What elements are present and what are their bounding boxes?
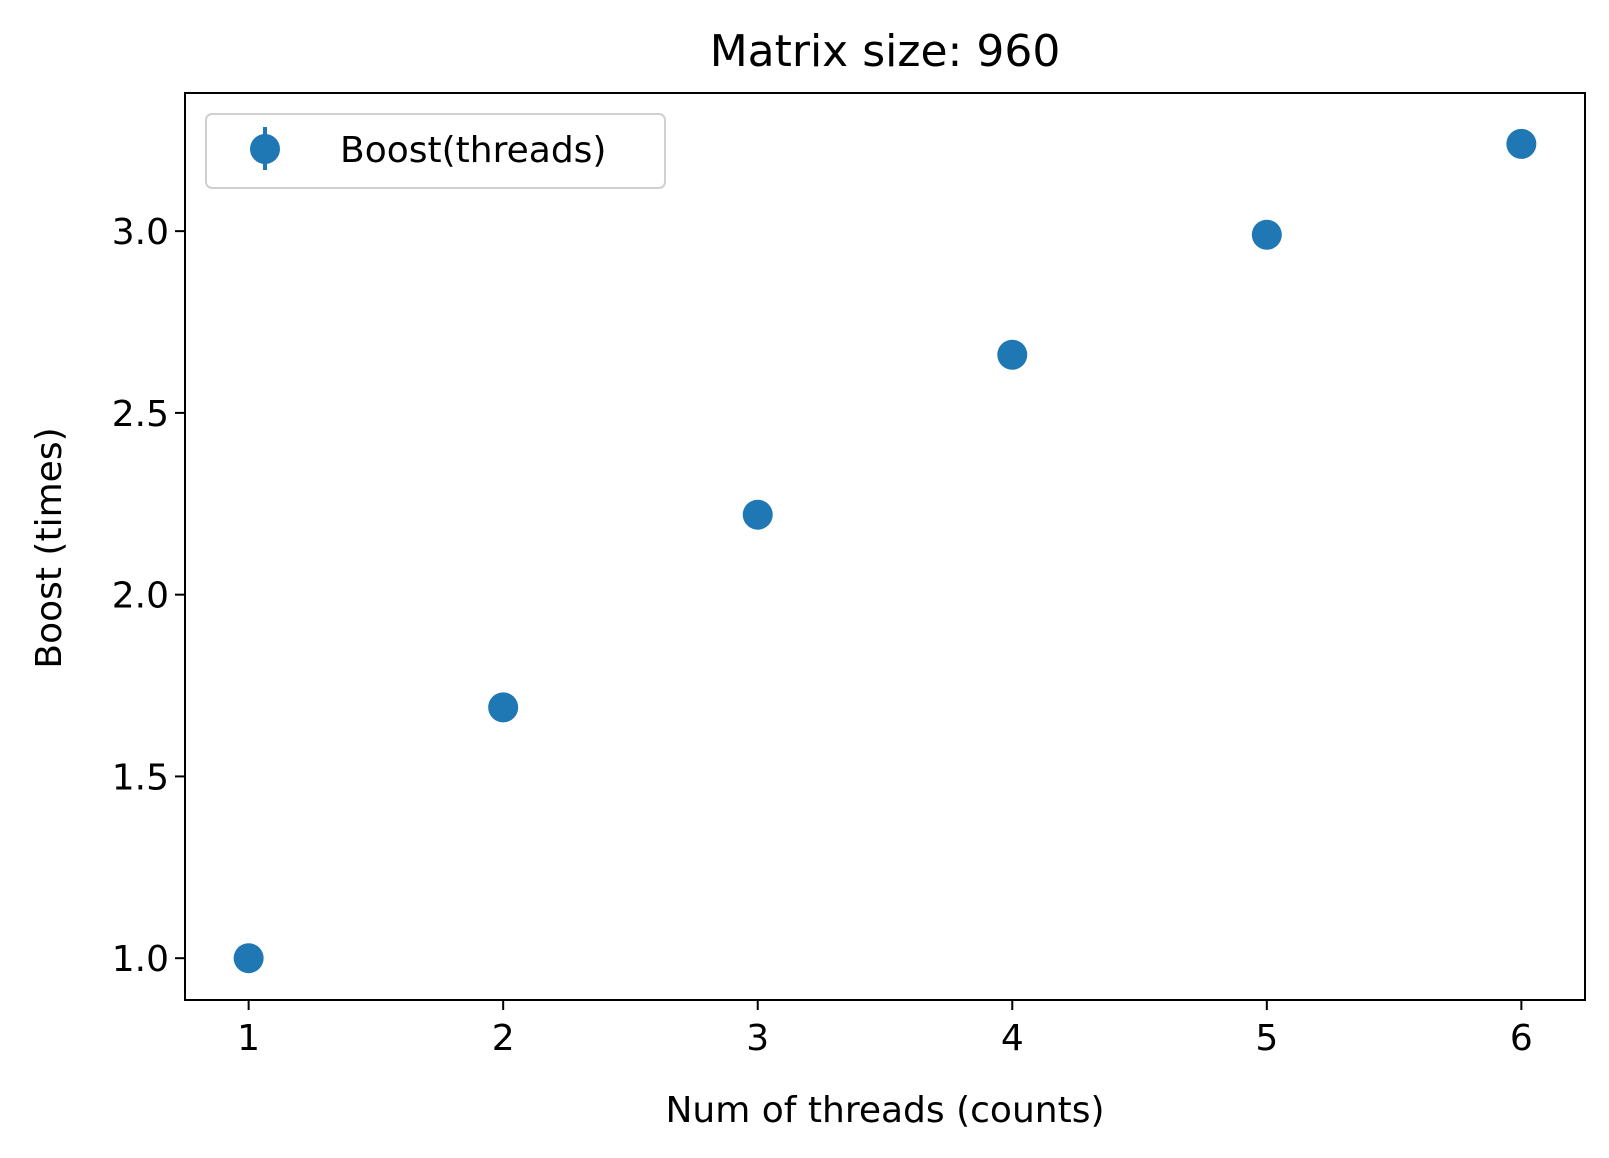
y-tick-label: 1.0 [112,939,169,980]
x-tick-label: 6 [1510,1018,1533,1059]
y-tick-label: 2.5 [112,394,169,435]
data-points [233,128,1537,974]
legend-label: Boost(threads) [340,130,606,171]
x-tick-label: 3 [746,1018,769,1059]
y-ticks: 1.0 1.5 2.0 2.5 3.0 [112,212,185,980]
data-point [233,943,264,974]
data-point [1506,128,1537,159]
x-tick-label: 4 [1001,1018,1024,1059]
data-point [488,692,519,723]
x-axis-label: Num of threads (counts) [665,1090,1104,1131]
plot-frame [184,92,1586,1001]
data-point [997,339,1028,370]
y-axis-label: Boost (times) [29,427,70,668]
legend: Boost(threads) [205,113,666,189]
y-tick-label: 1.5 [112,757,169,798]
x-tick-label: 1 [237,1018,260,1059]
data-point [742,499,773,530]
legend-point-marker [250,134,280,164]
x-tick-label: 5 [1255,1018,1278,1059]
plot-area [185,93,1585,1000]
data-point [1251,219,1282,250]
x-ticks: 1 2 3 4 5 6 [237,1000,1533,1059]
y-tick-label: 3.0 [112,212,169,253]
legend-box [205,113,666,189]
y-tick-label: 2.0 [112,576,169,617]
chart-title: Matrix size: 960 [710,26,1061,77]
x-tick-label: 2 [492,1018,515,1059]
